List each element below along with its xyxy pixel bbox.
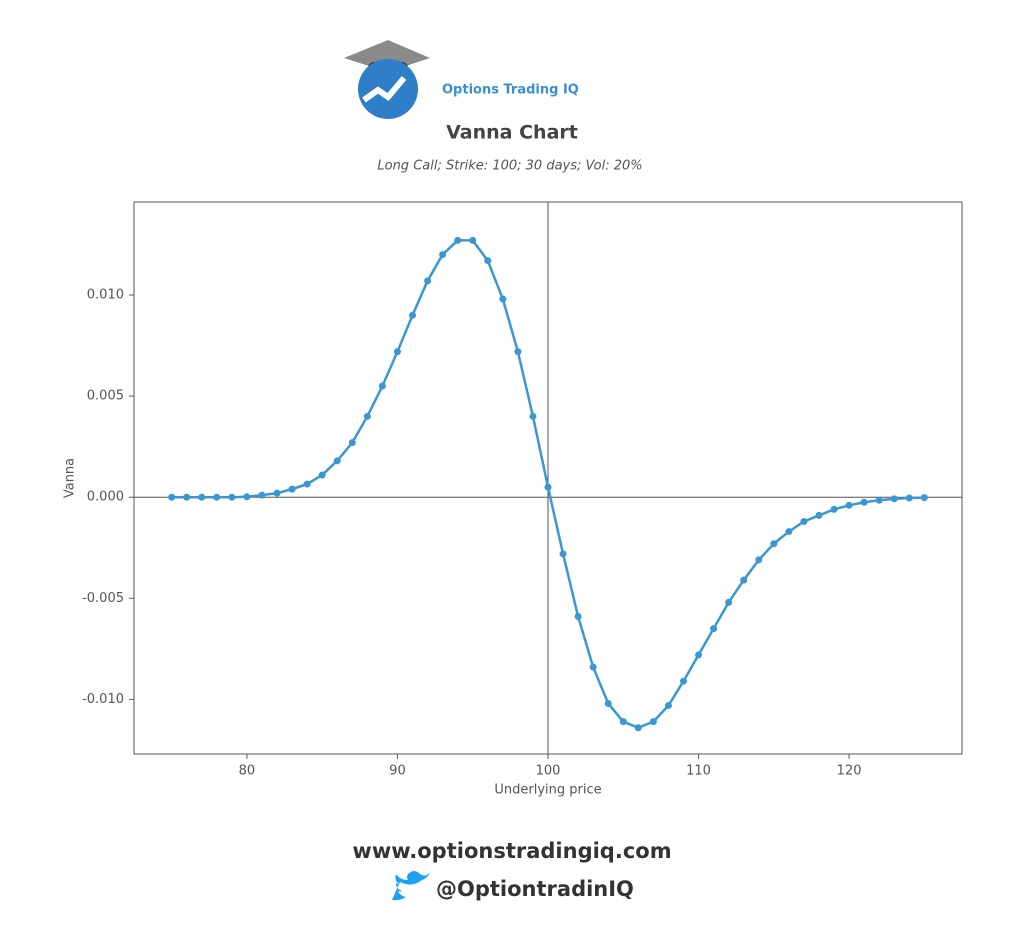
twitter-icon [392, 871, 430, 901]
data-point [559, 550, 567, 558]
data-point [725, 598, 733, 606]
data-point [649, 718, 657, 726]
data-point [830, 505, 838, 513]
twitter-handle: @OptiontradinIQ [436, 877, 634, 901]
x-tick-label: 110 [686, 764, 711, 779]
data-point [875, 496, 883, 504]
data-point [318, 471, 326, 479]
data-point [920, 494, 928, 502]
y-tick-label: 0.010 [87, 288, 124, 303]
data-point [679, 677, 687, 685]
data-point [499, 295, 507, 303]
data-point [664, 701, 672, 709]
data-point [348, 439, 356, 447]
data-point [484, 257, 492, 265]
website: www.optionstradingiq.com [352, 839, 671, 863]
data-point [755, 556, 763, 564]
data-point [710, 625, 718, 633]
data-point [770, 540, 778, 548]
y-axis-label: Vanna [63, 458, 78, 498]
data-point [243, 493, 251, 501]
data-point [740, 576, 748, 584]
data-point [409, 311, 417, 319]
chart-title: Vanna Chart [446, 122, 578, 144]
data-point [574, 613, 582, 621]
data-point [589, 663, 597, 671]
data-point [604, 699, 612, 707]
data-point [303, 480, 311, 488]
data-point [815, 511, 823, 519]
data-point [393, 348, 401, 356]
y-tick-label: 0.005 [87, 389, 124, 404]
brand: Options Trading IQ [442, 83, 579, 98]
data-point [258, 491, 266, 499]
x-tick-label: 100 [536, 764, 561, 779]
x-tick-label: 90 [389, 764, 406, 779]
data-point [273, 489, 281, 497]
data-point [845, 501, 853, 509]
x-axis-label: Underlying price [494, 783, 601, 798]
y-tick-label: -0.005 [82, 591, 124, 606]
data-point [890, 495, 898, 503]
data-point [514, 348, 522, 356]
data-point [469, 236, 477, 244]
data-point [860, 498, 868, 506]
data-point [695, 651, 703, 659]
data-point [439, 251, 447, 259]
data-point [363, 412, 371, 420]
data-point [288, 485, 296, 493]
x-tick-label: 80 [239, 764, 256, 779]
data-point [785, 528, 793, 536]
data-point [619, 718, 627, 726]
data-point [634, 724, 642, 732]
data-point [378, 382, 386, 390]
data-point [454, 236, 462, 244]
data-point [424, 277, 432, 285]
data-point [529, 412, 537, 420]
data-point [333, 457, 341, 465]
y-tick-label: -0.010 [82, 692, 124, 707]
chart-subtitle: Long Call; Strike: 100; 30 days; Vol: 20… [377, 159, 642, 174]
data-point [198, 493, 206, 501]
x-tick-label: 120 [837, 764, 862, 779]
data-point [168, 493, 176, 501]
data-point [213, 493, 221, 501]
data-point [183, 493, 191, 501]
data-point [228, 493, 236, 501]
logo-icon [344, 40, 430, 119]
y-tick-label: 0.000 [87, 490, 124, 505]
data-point [544, 483, 552, 491]
data-point [800, 517, 808, 525]
data-point [905, 494, 913, 502]
